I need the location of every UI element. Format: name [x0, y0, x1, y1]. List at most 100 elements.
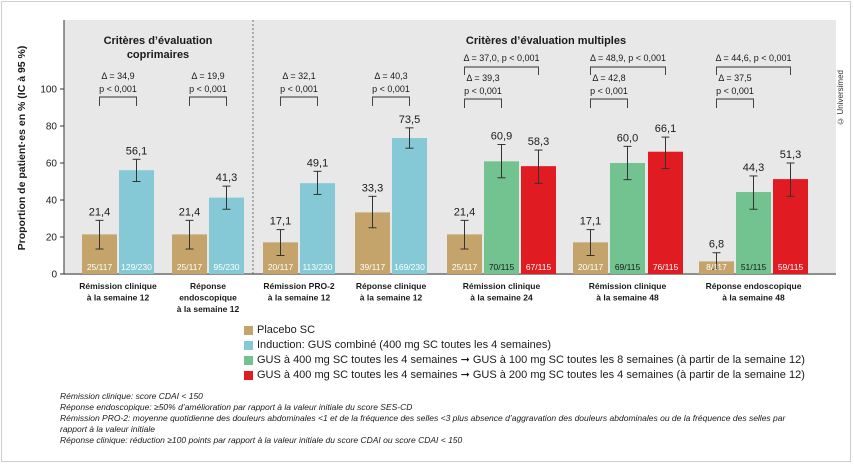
- category-label: Rémission clinique: [463, 281, 541, 291]
- legend-item-placebo: Placebo SC: [244, 323, 805, 338]
- category-label: à la semaine 24: [470, 293, 533, 303]
- category-label: à la semaine 12: [177, 304, 240, 314]
- bar: [119, 170, 154, 274]
- category-label: à la semaine 48: [596, 293, 659, 303]
- footnote: Réponse clinique: réduction ≥100 points …: [60, 435, 463, 445]
- data-label: 49,1: [307, 157, 328, 169]
- bar: [209, 197, 244, 274]
- data-label: 33,3: [362, 182, 383, 194]
- n-label: 8/117: [706, 262, 727, 272]
- n-label: 25/117: [177, 262, 203, 272]
- data-label: 44,3: [743, 162, 764, 174]
- legend: Placebo SC Induction: GUS combiné (400 m…: [244, 323, 805, 383]
- n-label: 95/230: [214, 262, 240, 272]
- bar: [648, 151, 683, 274]
- p-value-label: p < 0,001: [280, 84, 318, 94]
- data-label: 17,1: [270, 216, 291, 228]
- data-label: 17,1: [580, 216, 601, 228]
- data-label: 41,3: [216, 172, 237, 184]
- data-label: 51,3: [780, 149, 801, 161]
- n-label: 67/115: [526, 262, 552, 272]
- plot-background: [64, 20, 836, 275]
- legend-swatch: [244, 371, 253, 380]
- data-label: 21,4: [179, 206, 200, 218]
- n-label: 70/115: [489, 262, 515, 272]
- group-header-coprimary: coprimaires: [127, 49, 189, 61]
- legend-label: Placebo SC: [257, 324, 316, 336]
- n-label: 25/117: [452, 262, 478, 272]
- p-value-label: p < 0,001: [590, 86, 628, 96]
- y-tick-label: 60: [46, 159, 58, 170]
- bar: [300, 183, 335, 274]
- legend-label: GUS à 400 mg SC toutes les 4 semaines ➞ …: [257, 369, 805, 381]
- delta-label: Δ = 40,3: [374, 71, 407, 81]
- group-header-coprimary: Critères d’évaluation: [104, 35, 213, 47]
- bar: [521, 166, 556, 274]
- category-label: Rémission clinique: [589, 281, 667, 291]
- data-label: 73,5: [399, 114, 420, 126]
- p-value-label: p < 0,001: [464, 86, 502, 96]
- category-label: à la semaine 12: [360, 293, 423, 303]
- delta-label: Δ = 34,9: [101, 71, 134, 81]
- delta-label: Δ = 37,5: [718, 73, 751, 83]
- category-label: Rémission PRO-2: [263, 281, 335, 291]
- data-label: 21,4: [89, 206, 110, 218]
- data-label: 60,9: [491, 131, 512, 143]
- category-label: Réponse endoscopique: [706, 281, 802, 291]
- p-value-label: p < 0,001: [99, 84, 137, 94]
- footnote: Rémission clinique: score CDAI < 150: [60, 391, 203, 401]
- bar: [610, 163, 645, 274]
- legend-swatch: [244, 326, 253, 335]
- data-label: 60,0: [617, 132, 638, 144]
- bar-chart: 0 20 40 60 80 100 Proportion de patient·es en …: [16, 20, 836, 314]
- significance-bracket: [99, 96, 137, 106]
- category-label: à la semaine 12: [87, 293, 150, 303]
- n-label: 25/117: [87, 262, 113, 272]
- bar: [392, 138, 427, 274]
- significance-bracket: [189, 96, 227, 106]
- significance-bracket: [590, 98, 628, 108]
- n-label: 39/117: [360, 262, 386, 272]
- legend-label: Induction: GUS combiné (400 mg SC toutes…: [257, 339, 552, 351]
- n-label: 76/115: [653, 262, 679, 272]
- significance-bracket-outer: [464, 66, 539, 75]
- delta-label: Δ = 19,9: [191, 71, 224, 81]
- copyright: © Universimed: [836, 70, 845, 126]
- significance-bracket: [716, 98, 754, 108]
- legend-item-gus-100: GUS à 400 mg SC toutes les 4 semaines ➞ …: [244, 353, 805, 368]
- y-tick-label: 0: [51, 270, 57, 281]
- n-label: 129/230: [121, 262, 152, 272]
- significance-bracket: [372, 96, 410, 106]
- category-label: Réponse clinique: [356, 281, 427, 291]
- delta-p-label: Δ = 48,9, p < 0,001: [590, 53, 666, 63]
- footnote: Rémission PRO-2: moyenne quotidienne des…: [60, 413, 786, 434]
- n-label: 59/115: [778, 262, 804, 272]
- y-tick-label: 20: [46, 233, 58, 244]
- bar: [484, 161, 519, 274]
- p-value-label: p < 0,001: [372, 84, 410, 94]
- group-header-multiple: Critères d’évaluation multiples: [466, 35, 626, 47]
- y-axis-label: Proportion de patient·es en % (IC à 95 %…: [16, 46, 28, 251]
- legend-label: GUS à 400 mg SC toutes les 4 semaines ➞ …: [257, 354, 805, 366]
- p-value-label: p < 0,001: [189, 84, 227, 94]
- category-label: à la semaine 48: [722, 293, 785, 303]
- category-label: à la semaine 12: [268, 293, 331, 303]
- legend-swatch: [244, 341, 253, 350]
- delta-label: Δ = 32,1: [282, 71, 315, 81]
- data-label: 58,3: [528, 136, 549, 148]
- y-tick-label: 100: [40, 85, 57, 96]
- n-label: 113/230: [302, 262, 332, 272]
- n-label: 69/115: [615, 262, 641, 272]
- n-label: 20/117: [578, 262, 604, 272]
- legend-item-gus-200: GUS à 400 mg SC toutes les 4 semaines ➞ …: [244, 368, 805, 383]
- data-label: 66,1: [655, 123, 676, 135]
- delta-label: Δ = 39,3: [466, 73, 499, 83]
- data-label: 21,4: [454, 206, 475, 218]
- n-label: 20/117: [268, 262, 294, 272]
- legend-swatch: [244, 356, 253, 365]
- delta-p-label: Δ = 37,0, p < 0,001: [463, 53, 539, 63]
- significance-bracket-outer: [716, 66, 791, 75]
- category-label: endoscopique: [179, 293, 237, 303]
- significance-bracket: [464, 98, 502, 108]
